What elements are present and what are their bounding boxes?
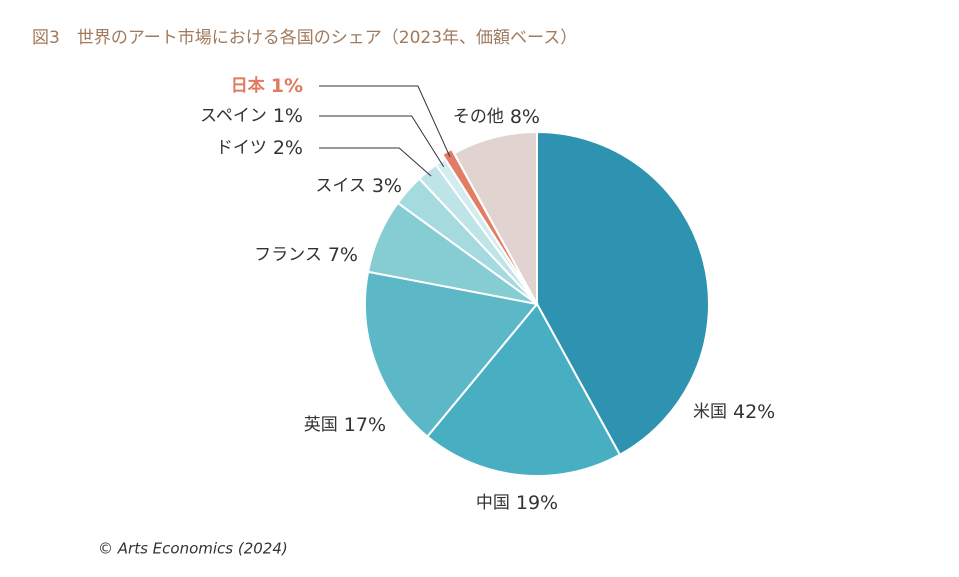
slice-label: フランス 7% (254, 244, 358, 266)
pie (364, 130, 711, 477)
pie-slice (440, 147, 536, 301)
pie-slice (364, 270, 539, 438)
slice-category: スイス (315, 176, 366, 196)
slice-label: スペイン 1% (200, 105, 303, 127)
slice-value-label: 7% (328, 244, 358, 266)
labels: 米国 42%中国 19%英国 17%フランス 7%スイス 3%ドイツ 2%スペイン 1%日本 1… (200, 75, 775, 514)
slice-value-label: 2% (273, 137, 303, 159)
slice-label: その他 8% (453, 106, 540, 128)
leader-line (319, 115, 445, 167)
slice-value-label: 42% (733, 401, 775, 423)
slice-value-label: 1% (271, 75, 303, 97)
slice-value-label: 8% (510, 106, 540, 128)
slice-category: 英国 (304, 415, 338, 435)
slice-category: ドイツ (216, 138, 267, 158)
source: © Arts Economics (2024) (98, 540, 288, 558)
slice-category: 中国 (476, 493, 510, 513)
slice-label: 中国 19% (476, 492, 558, 514)
pie-slice (425, 302, 622, 477)
slice-category: スペイン (200, 106, 267, 126)
slice-value-label: 3% (372, 175, 402, 197)
slice-value-label: 19% (516, 492, 558, 514)
pie-slice (536, 130, 711, 457)
slice-label: 米国 42% (693, 401, 775, 423)
pie-slice (452, 130, 538, 305)
slice-value-label: 1% (273, 105, 303, 127)
leader-line (319, 85, 451, 158)
slice-label: スイス 3% (315, 175, 402, 197)
slice-label: 英国 17% (304, 414, 386, 436)
slice-label: ドイツ 2% (216, 137, 303, 159)
slice-category: フランス (254, 245, 322, 265)
slice-category: 米国 (693, 402, 727, 422)
chart-title: 図3 世界のアート市場における各国のシェア（2023年、価額ベース） (32, 28, 577, 48)
leader-line (319, 147, 432, 177)
slice-category: その他 (453, 107, 504, 127)
slice-category: 日本 (231, 75, 266, 96)
slice-label: 日本 1% (231, 75, 303, 97)
slice-value-label: 17% (344, 414, 386, 436)
